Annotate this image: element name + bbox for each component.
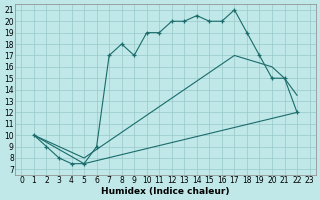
- X-axis label: Humidex (Indice chaleur): Humidex (Indice chaleur): [101, 187, 230, 196]
